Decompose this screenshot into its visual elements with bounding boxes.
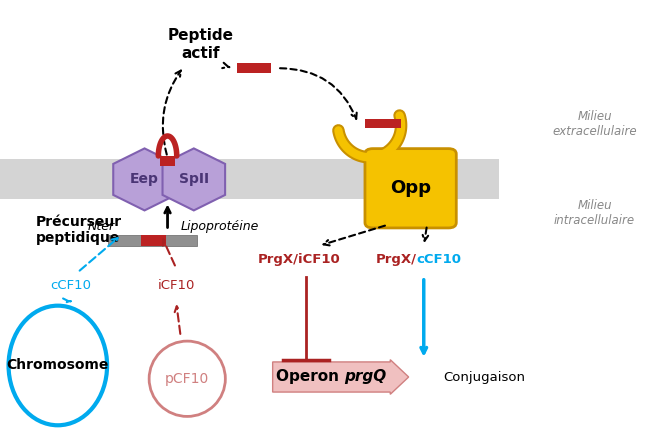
Text: Operon: Operon: [276, 369, 344, 385]
Bar: [108, 235, 197, 246]
Text: Chromosome: Chromosome: [7, 358, 109, 373]
Polygon shape: [162, 148, 225, 210]
FancyBboxPatch shape: [365, 149, 456, 228]
Bar: [160, 164, 175, 193]
Text: Peptide
actif: Peptide actif: [168, 28, 233, 61]
Text: Nter: Nter: [88, 220, 115, 233]
Text: PrgX/: PrgX/: [376, 253, 417, 266]
Text: Conjugaison: Conjugaison: [443, 371, 526, 384]
Bar: [160, 156, 175, 166]
Bar: [141, 235, 166, 246]
Bar: [237, 63, 271, 73]
Text: Opp: Opp: [390, 179, 431, 197]
Text: prgQ: prgQ: [344, 369, 386, 385]
Text: pCF10: pCF10: [165, 372, 210, 386]
Bar: [365, 119, 401, 128]
Text: cCF10: cCF10: [417, 253, 461, 266]
Text: Eep: Eep: [130, 172, 159, 187]
Text: PrgX/iCF10: PrgX/iCF10: [258, 253, 340, 266]
Text: Milieu
intracellulaire: Milieu intracellulaire: [554, 198, 635, 227]
Text: Précurseur
peptidique: Précurseur peptidique: [36, 215, 122, 245]
FancyArrow shape: [273, 360, 409, 394]
Text: iCF10: iCF10: [158, 279, 194, 292]
Bar: [0, 159, 499, 199]
Text: cCF10: cCF10: [51, 279, 91, 292]
Text: Lipoprotéine: Lipoprotéine: [181, 220, 259, 233]
Polygon shape: [113, 148, 176, 210]
Text: Milieu
extracellulaire: Milieu extracellulaire: [553, 110, 637, 138]
Text: SpII: SpII: [179, 172, 209, 187]
